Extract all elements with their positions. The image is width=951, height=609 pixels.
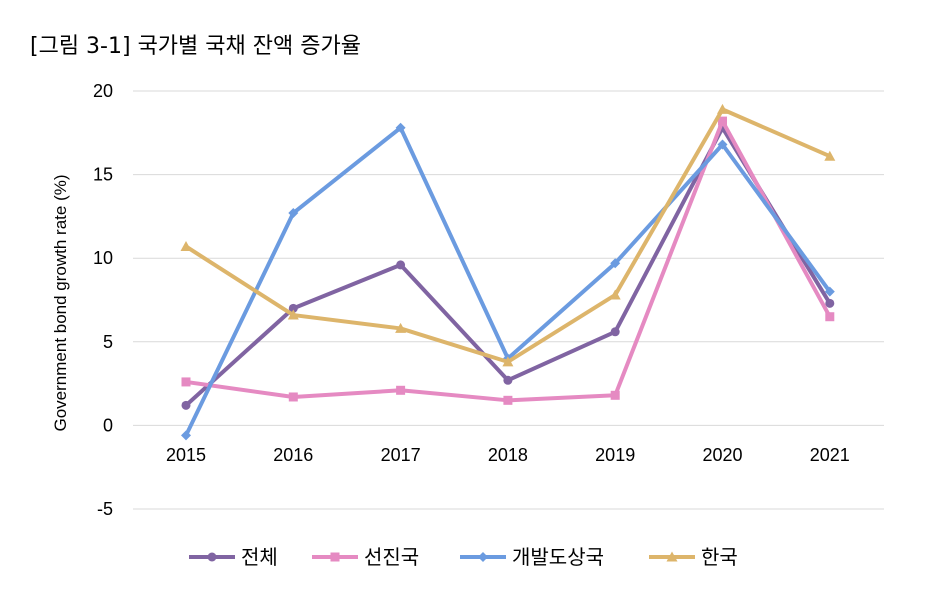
data-point xyxy=(288,392,298,402)
data-point xyxy=(825,312,835,322)
legend-item: 한국 xyxy=(649,545,738,569)
legend-label: 선진국 xyxy=(364,545,419,569)
data-point xyxy=(824,286,835,297)
legend-label: 개발도상국 xyxy=(512,545,604,569)
legend: 전체 선진국 개발도상국 한국 xyxy=(189,545,738,569)
series-3 xyxy=(180,103,836,367)
y-tick-label: 20 xyxy=(93,81,113,101)
x-axis-ticks: 2015 2016 2017 2018 2019 2020 2021 xyxy=(166,445,850,465)
data-point xyxy=(395,122,406,133)
legend-marker xyxy=(330,552,340,562)
x-tick-label: 2019 xyxy=(595,445,635,465)
data-point xyxy=(396,260,406,270)
chart-title: [그림 3-1] 국가별 국채 잔액 증가율 xyxy=(30,34,361,59)
data-point xyxy=(610,390,620,400)
data-point xyxy=(288,208,299,219)
y-tick-label: 15 xyxy=(93,165,113,185)
data-point xyxy=(718,116,727,126)
x-tick-label: 2020 xyxy=(702,445,742,465)
series-0 xyxy=(181,123,835,410)
legend-item: 선진국 xyxy=(312,545,419,569)
series-line xyxy=(184,125,832,438)
data-point xyxy=(395,322,407,333)
data-point xyxy=(717,103,728,114)
y-tick-label: -5 xyxy=(97,499,113,519)
data-point xyxy=(503,375,513,385)
y-tick-label: 10 xyxy=(93,248,113,268)
data-point xyxy=(610,327,620,337)
data-point xyxy=(502,356,514,367)
legend-marker xyxy=(207,552,217,562)
data-point xyxy=(610,258,621,269)
data-point xyxy=(181,400,191,410)
legend-item: 전체 xyxy=(189,545,278,569)
x-tick-label: 2021 xyxy=(810,445,850,465)
data-point xyxy=(287,309,299,320)
x-tick-label: 2018 xyxy=(488,445,528,465)
series-1 xyxy=(181,116,835,405)
data-point xyxy=(825,298,835,308)
legend-item: 개발도상국 xyxy=(460,545,604,569)
y-tick-label: 5 xyxy=(103,332,113,352)
data-point xyxy=(717,139,728,150)
y-axis-label: Government bond growth rate (%) xyxy=(51,174,70,431)
legend-label: 한국 xyxy=(701,545,738,569)
series-group xyxy=(180,103,836,441)
data-point xyxy=(396,385,406,395)
data-point xyxy=(609,289,621,300)
data-point xyxy=(503,395,513,405)
data-point xyxy=(288,303,298,313)
data-point xyxy=(180,240,192,251)
legend-label: 전체 xyxy=(241,545,278,569)
legend-marker xyxy=(478,552,488,562)
series-2 xyxy=(181,122,835,441)
data-point xyxy=(181,377,191,387)
x-tick-label: 2015 xyxy=(166,445,206,465)
y-axis-ticks: -5 0 5 10 15 20 xyxy=(93,81,113,519)
data-point xyxy=(181,430,191,441)
x-tick-label: 2017 xyxy=(381,445,421,465)
data-point xyxy=(824,150,836,161)
y-tick-label: 0 xyxy=(103,415,113,435)
x-tick-label: 2016 xyxy=(273,445,313,465)
legend-marker xyxy=(666,551,678,562)
